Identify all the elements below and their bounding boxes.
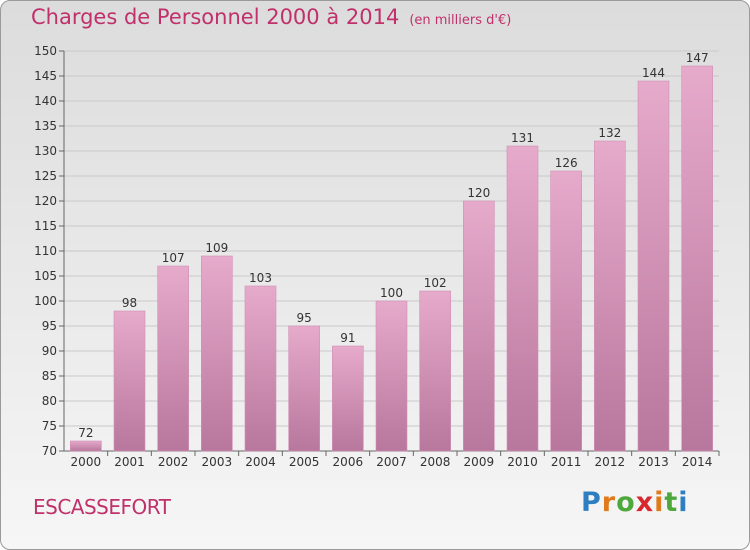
logo-letter: P xyxy=(581,487,602,518)
value-label: 103 xyxy=(249,271,272,285)
y-tick-label: 140 xyxy=(34,94,57,108)
value-label: 98 xyxy=(122,296,137,310)
x-tick-label: 2001 xyxy=(114,455,145,469)
x-tick-label: 2005 xyxy=(289,455,320,469)
logo-letter: o xyxy=(616,487,636,518)
bar xyxy=(594,140,626,452)
x-tick-label: 2002 xyxy=(158,455,189,469)
y-tick-label: 75 xyxy=(42,419,57,433)
value-label: 147 xyxy=(686,51,709,65)
bar xyxy=(113,310,146,452)
y-tick-label: 70 xyxy=(42,444,57,458)
labels: 2000 72 2001 98 2002 107 2003 109 2004 103 2005 95 2… xyxy=(71,51,713,469)
y-tick-label: 145 xyxy=(34,69,57,83)
place-name: ESCASSEFORT xyxy=(33,495,171,519)
bar xyxy=(506,145,539,452)
value-label: 109 xyxy=(205,241,228,255)
x-tick-label: 2014 xyxy=(682,455,713,469)
chart-title-text: Charges de Personnel 2000 à 2014 xyxy=(31,5,400,29)
x-tick-label: 2000 xyxy=(71,455,102,469)
y-tick-label: 85 xyxy=(42,369,57,383)
bar xyxy=(463,200,495,452)
bar xyxy=(637,80,670,452)
x-tick-label: 2010 xyxy=(507,455,538,469)
x-tick-label: 2007 xyxy=(376,455,407,469)
bar xyxy=(332,345,364,452)
proxiti-logo: Proxiti xyxy=(581,487,689,518)
x-tick-label: 2008 xyxy=(420,455,451,469)
x-tick-label: 2004 xyxy=(245,455,276,469)
y-tick-label: 80 xyxy=(42,394,57,408)
value-label: 131 xyxy=(511,131,534,145)
x-tick-label: 2006 xyxy=(333,455,364,469)
logo-letter: r xyxy=(601,487,617,518)
chart-subtitle: (en milliers d'€) xyxy=(409,13,512,28)
logo-letter: i xyxy=(654,487,665,518)
value-label: 102 xyxy=(424,276,447,290)
y-tick-label: 115 xyxy=(34,219,57,233)
x-tick-label: 2012 xyxy=(595,455,626,469)
y-tick-label: 125 xyxy=(34,169,57,183)
value-label: 144 xyxy=(642,66,665,80)
bars xyxy=(70,65,713,452)
value-label: 72 xyxy=(78,426,93,440)
bar xyxy=(550,170,582,452)
bar xyxy=(288,325,320,452)
x-tick-label: 2003 xyxy=(202,455,233,469)
y-tick-label: 110 xyxy=(34,244,57,258)
value-label: 100 xyxy=(380,286,403,300)
bar xyxy=(681,65,713,452)
logo-letter: i xyxy=(678,487,689,518)
logo-letter: x xyxy=(635,487,655,518)
bar xyxy=(375,300,408,452)
value-label: 126 xyxy=(555,156,578,170)
bar xyxy=(244,285,277,452)
bar xyxy=(157,265,189,452)
y-tick-label: 135 xyxy=(34,119,57,133)
y-tick-label: 105 xyxy=(34,269,57,283)
bar xyxy=(419,290,451,452)
y-tick-label: 95 xyxy=(42,319,57,333)
y-tick-label: 150 xyxy=(34,44,57,58)
value-label: 91 xyxy=(340,331,355,345)
x-tick-label: 2013 xyxy=(638,455,669,469)
bar xyxy=(201,255,233,452)
x-tick-label: 2009 xyxy=(464,455,495,469)
x-tick-label: 2011 xyxy=(551,455,582,469)
value-label: 95 xyxy=(297,311,312,325)
bar xyxy=(70,440,102,452)
value-label: 107 xyxy=(162,251,185,265)
logo-letter: t xyxy=(664,487,679,518)
chart-title: Charges de Personnel 2000 à 2014 (en mill… xyxy=(31,5,511,29)
y-tick-label: 130 xyxy=(34,144,57,158)
value-label: 120 xyxy=(467,186,490,200)
y-tick-label: 100 xyxy=(34,294,57,308)
y-tick-label: 120 xyxy=(34,194,57,208)
y-tick-label: 90 xyxy=(42,344,57,358)
value-label: 132 xyxy=(598,126,621,140)
